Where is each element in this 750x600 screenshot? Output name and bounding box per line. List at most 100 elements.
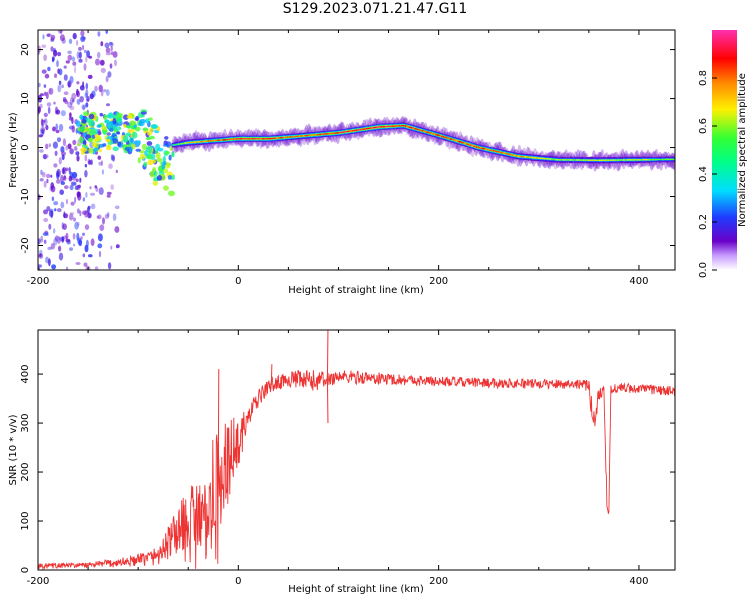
noise-cell — [107, 71, 112, 78]
snr-series-line — [38, 369, 675, 570]
turbulence-cell — [146, 141, 153, 146]
noise-cell — [94, 85, 98, 92]
noise-cell — [105, 75, 109, 83]
noise-cell — [114, 226, 120, 233]
noise-cell — [57, 236, 61, 244]
noise-cell — [84, 92, 88, 99]
noise-cell — [86, 50, 90, 58]
spectrogram-x-tick-label: -200 — [27, 276, 50, 287]
spectrogram-frame — [37, 29, 676, 271]
turbulence-cell — [139, 119, 147, 124]
noise-cell — [69, 247, 73, 251]
noise-cell — [53, 228, 56, 234]
noise-cell — [43, 239, 47, 244]
colorbar-ticks: 0.0 0.2 0.4 0.6 0.8 — [698, 70, 717, 278]
turbulence-cell — [147, 131, 153, 136]
ridge-core — [171, 122, 675, 164]
colorbar-tick-label: 0.8 — [698, 70, 709, 86]
noise-cell — [84, 164, 88, 168]
noise-cell — [46, 206, 51, 212]
noise-cell — [48, 258, 51, 267]
noise-cell — [44, 73, 50, 79]
noise-cell — [65, 238, 71, 243]
colorbar-tick-label: 0.4 — [698, 166, 709, 182]
turbulence-cell — [137, 140, 141, 145]
noise-cell — [56, 168, 61, 177]
noise-cell — [80, 30, 85, 37]
snr-x-axis-label: Height of straight line (km) — [288, 584, 424, 595]
noise-cell — [69, 105, 75, 111]
snr-panel: -200 0 200 400 0 100 200 300 400 Height of strai… — [8, 329, 676, 595]
noise-cell — [69, 184, 74, 191]
noise-cell — [41, 171, 46, 178]
noise-cell — [85, 56, 88, 63]
turbulence-cell — [156, 175, 163, 181]
snr-plot — [38, 330, 675, 570]
noise-cell — [67, 102, 73, 108]
noise-cell — [108, 41, 113, 45]
noise-cell — [43, 112, 48, 118]
noise-cell — [42, 34, 45, 40]
spectrogram-y-tick-label: -20 — [20, 237, 31, 253]
noise-cell — [43, 209, 48, 215]
turbulence-cell — [134, 126, 141, 132]
turbulence-cell — [154, 150, 158, 154]
noise-cell — [75, 262, 81, 265]
noise-cell — [110, 46, 113, 51]
noise-cell — [43, 84, 47, 88]
turbulence-cell — [152, 180, 159, 186]
noise-cell — [38, 194, 41, 201]
noise-cell — [95, 58, 100, 66]
turbulence-cell — [145, 118, 150, 124]
snr-spike — [326, 379, 329, 424]
snr-y-axis-label: SNR (10 * v/v) — [8, 414, 19, 485]
spectrogram-x-tick-label: 0 — [235, 276, 241, 287]
noise-cell — [69, 97, 74, 106]
noise-cell — [84, 49, 87, 54]
turbulence-cell — [126, 115, 133, 119]
noise-cell — [55, 129, 60, 134]
noise-cell — [58, 236, 64, 242]
turbulence-cell — [163, 168, 169, 173]
noise-cell — [47, 106, 51, 115]
noise-cell — [38, 106, 41, 113]
turbulence-cell — [101, 125, 107, 131]
spectrogram-x-tick-label: 400 — [629, 276, 648, 287]
turbulence-cell — [156, 158, 163, 163]
turbulence-cell — [148, 151, 152, 156]
snr-y-tick-label: 300 — [20, 414, 31, 433]
noise-cell — [57, 208, 62, 213]
noise-cell — [65, 232, 69, 240]
noise-cell — [58, 80, 62, 86]
noise-cell — [87, 74, 93, 79]
noise-cell — [101, 169, 104, 175]
noise-cell — [81, 104, 86, 110]
turbulence-cell — [151, 124, 159, 129]
noise-cell — [85, 191, 88, 198]
turbulence-cell — [102, 143, 107, 147]
noise-cell — [88, 160, 92, 165]
turbulence-cell — [116, 131, 121, 135]
noise-cell — [55, 123, 58, 131]
noise-cell — [59, 189, 64, 195]
noise-cell — [99, 59, 105, 66]
noise-cell — [74, 221, 79, 230]
noise-cell — [83, 63, 87, 71]
noise-cell — [98, 161, 102, 166]
noise-cell — [67, 54, 73, 61]
turbulence-cell — [142, 127, 149, 132]
noise-cell — [103, 89, 107, 93]
turbulence-cell — [130, 137, 134, 143]
noise-cell — [77, 221, 80, 227]
noise-cell — [68, 166, 71, 175]
noise-cell — [106, 194, 111, 198]
noise-cell — [97, 31, 101, 37]
turbulence-cell — [135, 148, 141, 152]
noise-cell — [39, 239, 44, 243]
snr-y-tick-label: 100 — [20, 511, 31, 530]
noise-cell — [69, 148, 74, 155]
noise-cell — [71, 56, 76, 62]
noise-cell — [45, 124, 49, 131]
noise-cell — [76, 40, 79, 46]
